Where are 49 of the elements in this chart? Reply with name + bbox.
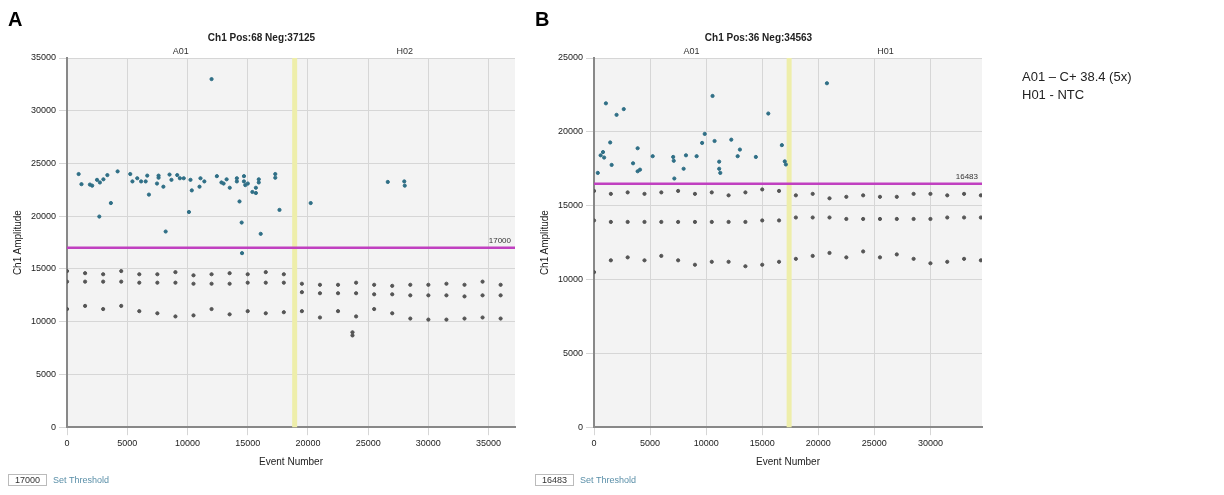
x-tick-label: 5000 [640,438,661,449]
y-axis-title: Ch1 Amplitude [11,209,23,276]
x-tick-label: 10000 [174,438,200,449]
text: 17000 [8,474,48,486]
y-tick-label: 25000 [558,52,584,63]
x-tick-label: 20000 [295,438,321,449]
chart-title: Ch1 Pos:36 Neg:34563 [704,31,813,43]
text: Set Threshold [53,475,109,485]
text: H01 - NTC [1022,86,1086,104]
text: Set Threshold [580,475,636,485]
x-axis-title: Event Number [756,455,821,467]
y-tick-label: 20000 [558,126,584,137]
ref-line-label: 17000 [488,236,512,246]
x-tick-label: 25000 [861,438,887,449]
text: B [535,8,551,32]
x-tick-label: 15000 [235,438,261,449]
y-tick-label: 35000 [31,52,57,63]
x-tick-label: 0 [591,438,597,449]
text: A01 [683,45,700,56]
y-tick-label: 0 [51,421,57,432]
x-tick-label: 20000 [805,438,831,449]
text: H02 [396,45,414,56]
y-axis-title: Ch1 Amplitude [538,209,550,276]
y-tick-label: 25000 [31,157,57,168]
ref-line-label: 16483 [955,171,979,181]
x-tick-label: 10000 [693,438,719,449]
text: H01 [877,45,894,56]
y-tick-label: 30000 [31,105,57,116]
x-tick-label: 30000 [415,438,441,449]
y-tick-label: 10000 [31,316,57,327]
x-tick-label: 35000 [476,438,502,449]
y-tick-label: 5000 [36,368,57,379]
text: A [8,8,24,32]
text: A01 – C+ 38.4 (5x) [1022,68,1132,86]
text: 16483 [535,474,575,486]
chart-title: Ch1 Pos:68 Neg:37125 [207,31,316,43]
y-tick-label: 5000 [563,347,584,358]
x-tick-label: 30000 [917,438,943,449]
text: A01 [172,45,189,56]
x-tick-label: 5000 [117,438,138,449]
y-tick-label: 0 [578,421,584,432]
x-tick-label: 0 [64,438,70,449]
y-tick-label: 15000 [31,263,57,274]
y-tick-label: 20000 [31,210,57,221]
y-tick-label: 10000 [558,274,584,284]
y-tick-label: 15000 [558,200,584,211]
x-tick-label: 25000 [355,438,381,449]
x-axis-title: Event Number [259,455,324,467]
x-tick-label: 15000 [749,438,775,449]
